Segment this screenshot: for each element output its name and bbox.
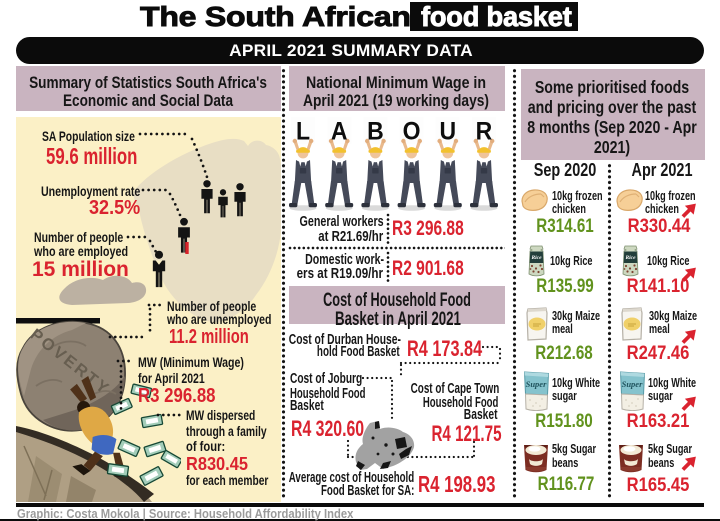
svg-text:B: B: [367, 118, 384, 146]
svg-text:Super: Super: [526, 379, 547, 389]
svg-text:Super: Super: [622, 379, 643, 389]
svg-text:Rice: Rice: [530, 255, 542, 261]
svg-text:A: A: [331, 118, 348, 146]
svg-text:U: U: [439, 118, 456, 146]
svg-text:L: L: [296, 118, 310, 146]
svg-text:O: O: [403, 118, 421, 146]
svg-text:R: R: [476, 118, 493, 146]
svg-text:Rice: Rice: [624, 255, 636, 261]
